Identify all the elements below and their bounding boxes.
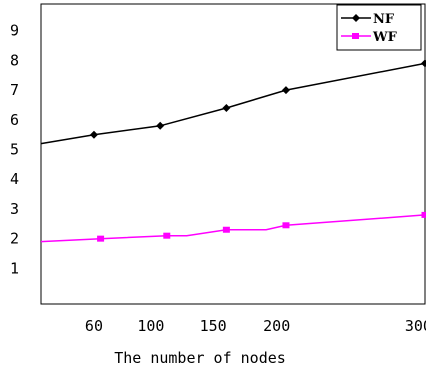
x-tick-label: 60 — [85, 317, 103, 335]
y-tick-label: 5 — [10, 141, 19, 159]
legend-label-wf: WF — [372, 30, 398, 45]
data-point-wf — [222, 226, 230, 233]
y-tick-label: 3 — [10, 200, 19, 218]
legend-label-nf: NF — [373, 12, 395, 27]
y-tick-label: 9 — [10, 22, 19, 40]
legend-marker-wf — [352, 33, 359, 39]
series-layer — [40, 59, 426, 243]
data-point-nf — [89, 130, 98, 139]
x-axis-title: The number of nodes — [114, 349, 286, 367]
y-tick-label: 1 — [10, 259, 19, 277]
data-point-nf — [281, 86, 290, 95]
y-tick-label: 7 — [10, 81, 19, 99]
y-tick-label: 6 — [10, 111, 19, 129]
x-tick-label: 200 — [263, 317, 290, 335]
y-tick-label: 2 — [10, 230, 19, 248]
y-tick-label: 4 — [10, 170, 19, 188]
data-point-nf — [222, 103, 231, 112]
data-point-nf — [156, 121, 165, 130]
y-tick-label: 8 — [10, 51, 19, 69]
series-line-nf — [40, 62, 426, 145]
x-tick-label: 300 — [405, 317, 426, 335]
x-axis-ticks: 60 100 150 200 300 — [85, 317, 426, 335]
legend: NF WF — [336, 4, 422, 51]
legend-marker-nf — [352, 14, 360, 22]
y-axis-ticks: 1 2 3 4 5 6 7 8 9 — [10, 22, 19, 278]
data-point-wf — [163, 232, 171, 239]
x-tick-label: 150 — [200, 317, 227, 335]
plot-area — [40, 3, 426, 305]
data-point-wf — [97, 235, 105, 242]
data-point-wf — [282, 222, 290, 229]
data-point-nf — [421, 59, 426, 68]
x-tick-label: 100 — [137, 317, 164, 335]
legend-box — [336, 4, 422, 51]
data-point-wf — [421, 211, 426, 218]
